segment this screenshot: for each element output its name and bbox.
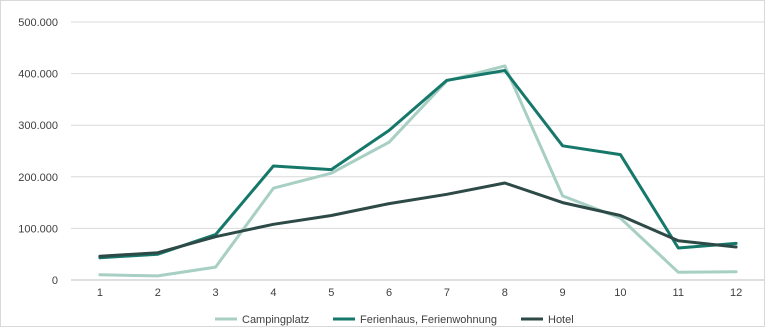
- y-tick-label: 100.000: [18, 223, 58, 235]
- gridlines: [71, 21, 765, 281]
- x-tick-label: 7: [444, 287, 450, 299]
- x-tick-label: 8: [502, 287, 508, 299]
- y-tick-label: 0: [52, 275, 58, 287]
- series-line-campingplatz: [98, 64, 738, 278]
- x-tick-label: 1: [97, 287, 103, 299]
- y-tick-label: 500.000: [18, 17, 58, 29]
- legend: Campingplatz Ferienhaus, Ferienwohnung Hot…: [215, 314, 574, 326]
- chart-frame: [0, 0, 765, 327]
- x-tick-label: 3: [213, 287, 219, 299]
- x-tick-label: 5: [328, 287, 334, 299]
- x-tick-label: 4: [270, 287, 276, 299]
- x-tick-label: 2: [155, 287, 161, 299]
- x-tick-label: 12: [730, 287, 742, 299]
- legend-label: Hotel: [548, 314, 574, 326]
- x-tick-label: 11: [673, 287, 684, 299]
- series-lines: [98, 64, 738, 278]
- legend-label: Ferienhaus, Ferienwohnung: [360, 314, 497, 326]
- y-tick-label: 200.000: [18, 172, 58, 184]
- y-tick-label: 300.000: [18, 120, 58, 132]
- x-tick-label: 9: [560, 287, 566, 299]
- series-line-hotel: [98, 181, 738, 258]
- x-axis-tick-labels: 1 2 3 4 5 6 7 8 9 10 11 12: [97, 287, 742, 299]
- x-tick-label: 10: [614, 287, 626, 299]
- y-tick-label: 400.000: [18, 69, 58, 81]
- y-axis-tick-labels: 0 100.000 200.000 300.000 400.000 500.000: [18, 17, 58, 287]
- x-tick-label: 6: [386, 287, 392, 299]
- legend-label: Campingplatz: [242, 314, 309, 326]
